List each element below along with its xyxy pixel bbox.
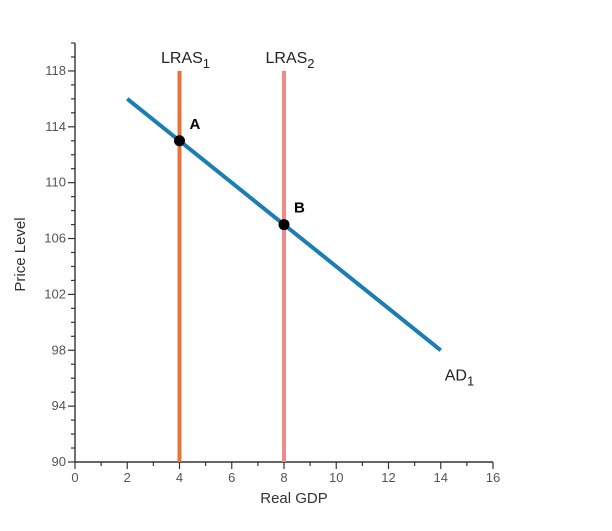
series-label-lras2: LRAS2 (265, 50, 314, 71)
y-tick-label: 94 (52, 398, 66, 413)
series-label-subscript: 2 (307, 56, 314, 71)
series-label-subscript: 1 (203, 56, 210, 71)
y-tick-label: 114 (45, 119, 66, 134)
data-point-a (174, 135, 185, 147)
x-tick-label: 6 (228, 470, 235, 485)
x-tick-label: 0 (71, 470, 78, 485)
x-tick-label: 10 (329, 470, 343, 485)
series-label-main: LRAS (265, 50, 307, 67)
y-tick-label: 110 (45, 175, 66, 190)
series-label-ad1: AD1 (445, 367, 474, 388)
x-tick-label: 12 (381, 470, 395, 485)
x-tick-label: 16 (486, 470, 500, 485)
data-points (174, 135, 290, 231)
series-label-main: LRAS (161, 50, 203, 67)
y-tick-label: 102 (44, 286, 66, 301)
series-label-subscript: 1 (467, 373, 474, 388)
x-tick-label: 14 (434, 470, 448, 485)
series-label-main: AD (445, 367, 467, 384)
x-axis-title: Real GDP (260, 490, 328, 507)
y-tick-label: 106 (44, 231, 66, 246)
point-label-a: A (190, 116, 201, 133)
series-label-lras1: LRAS1 (161, 50, 210, 71)
data-point-b (278, 219, 290, 231)
x-tick-label: 2 (124, 470, 131, 485)
point-label-b: B (294, 200, 305, 217)
y-axis-title: Price Level (12, 217, 29, 291)
series (125, 70, 443, 462)
y-tick-label: 118 (45, 63, 66, 78)
x-tick-label: 8 (280, 470, 287, 485)
x-tick-label: 4 (176, 470, 183, 485)
y-tick-label: 98 (52, 342, 66, 357)
y-tick-label: 90 (52, 454, 66, 469)
